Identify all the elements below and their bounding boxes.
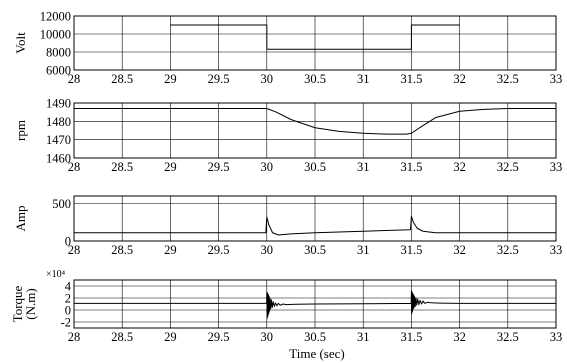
voltage-ytick-label: 12000: [40, 10, 71, 24]
voltage-ytick-label: 8000: [46, 46, 71, 60]
speed-xtick-label: 29.5: [208, 160, 230, 174]
current-ytick-label: 500: [52, 197, 71, 211]
voltage-xtick-label: 32.5: [497, 72, 519, 86]
speed-xtick-label: 29: [164, 160, 177, 174]
torque-xtick-label: 28: [68, 330, 81, 344]
current-xtick-label: 30: [261, 243, 274, 257]
speed-ytick-label: 1460: [46, 152, 71, 166]
voltage-trace: [170, 24, 460, 50]
voltage-xtick-label: 32: [453, 72, 466, 86]
voltage-xtick-label: 31.5: [400, 72, 422, 86]
speed-xtick-label: 28.5: [111, 160, 133, 174]
speed-xtick-label: 28: [68, 160, 81, 174]
torque-ytick-label: -2: [61, 316, 71, 330]
torque-xtick-label: 30: [261, 330, 274, 344]
torque-xtick-label: 29.5: [208, 330, 230, 344]
speed-xtick-label: 31: [357, 160, 370, 174]
torque-xtick-label: 32.5: [497, 330, 519, 344]
speed-xtick-label: 32.5: [497, 160, 519, 174]
voltage-xtick-label: 33: [550, 72, 563, 86]
speed-xtick-label: 32: [453, 160, 466, 174]
speed-xtick-label: 31.5: [400, 160, 422, 174]
current-xtick-label: 28.5: [111, 243, 133, 257]
speed-xtick-label: 33: [550, 160, 563, 174]
current-xtick-label: 29.5: [208, 243, 230, 257]
torque-ytick-label: 0: [65, 304, 71, 318]
current-trace: [74, 215, 556, 236]
voltage-xtick-label: 30: [261, 72, 274, 86]
voltage-xtick-label: 31: [357, 72, 370, 86]
torque-ylabel: (N.m): [23, 288, 38, 319]
torque-xlabel: Time (sec): [289, 346, 345, 361]
voltage-xtick-label: 29: [164, 72, 177, 86]
current-xtick-label: 31.5: [400, 243, 422, 257]
torque-ylabel: Torque: [10, 285, 25, 322]
torque-exponent-label: ×10⁴: [46, 269, 66, 280]
speed-xtick-label: 30: [261, 160, 274, 174]
voltage-frame: [73, 15, 557, 71]
torque-xtick-label: 31.5: [400, 330, 422, 344]
current-xtick-label: 31: [357, 243, 370, 257]
speed-ytick-label: 1470: [46, 133, 71, 147]
torque-xtick-label: 33: [550, 330, 563, 344]
torque-ytick-label: 2: [65, 292, 71, 306]
torque-ytick-label: 4: [65, 280, 72, 294]
speed-ylabel: rpm: [13, 120, 28, 141]
torque-frame: [73, 279, 557, 329]
current-xtick-label: 33: [550, 243, 563, 257]
voltage-xtick-label: 28.5: [111, 72, 133, 86]
current-ylabel: Amp: [13, 206, 28, 232]
voltage-xtick-label: 30.5: [304, 72, 326, 86]
voltage-xtick-label: 28: [68, 72, 81, 86]
torque-xtick-label: 29: [164, 330, 177, 344]
current-xtick-label: 30.5: [304, 243, 326, 257]
speed-ytick-label: 1490: [46, 97, 71, 111]
voltage-ylabel: Volt: [13, 32, 28, 54]
speed-ytick-label: 1480: [46, 115, 71, 129]
current-xtick-label: 29: [164, 243, 177, 257]
current-xtick-label: 28: [68, 243, 81, 257]
torque-xtick-label: 28.5: [111, 330, 133, 344]
current-ytick-label: 0: [65, 235, 71, 249]
speed-frame: [73, 102, 557, 159]
torque-xtick-label: 30.5: [304, 330, 326, 344]
voltage-ytick-label: 10000: [40, 28, 71, 42]
speed-xtick-label: 30.5: [304, 160, 326, 174]
voltage-xtick-label: 29.5: [208, 72, 230, 86]
torque-xtick-label: 32: [453, 330, 466, 344]
torque-xtick-label: 31: [357, 330, 370, 344]
torque-trace: [74, 290, 556, 319]
voltage-ytick-label: 6000: [46, 64, 71, 78]
current-frame: [73, 195, 557, 242]
current-xtick-label: 32.5: [497, 243, 519, 257]
current-xtick-label: 32: [453, 243, 466, 257]
speed-trace: [74, 108, 556, 135]
